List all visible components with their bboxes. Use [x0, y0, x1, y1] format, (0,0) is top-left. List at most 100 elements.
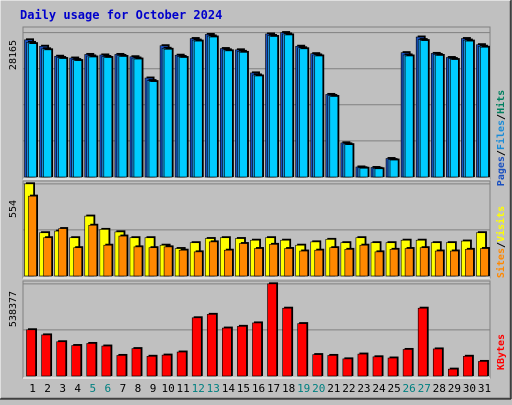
- legend-hits: Hits: [495, 90, 507, 114]
- bar-hits-face: [284, 34, 293, 178]
- bar-kbytes-face: [282, 307, 292, 377]
- bar-kbytes-face: [342, 358, 353, 377]
- bar-sites-face: [118, 235, 128, 277]
- bar-sites: [389, 247, 400, 277]
- bar-kbytes: [282, 306, 294, 377]
- bar-kbytes: [146, 354, 158, 377]
- bar-sites: [43, 236, 54, 277]
- bar-sites-face: [404, 248, 414, 277]
- bar-sites-face: [374, 251, 384, 277]
- bar-sites: [344, 247, 355, 277]
- bar-hits: [480, 45, 490, 178]
- bar-kbytes-face: [222, 327, 232, 377]
- x-tick-label: 28: [433, 382, 446, 395]
- bar-sites: [239, 242, 249, 277]
- bar-kbytes-face: [402, 349, 413, 377]
- bar-sites-face: [28, 195, 37, 277]
- bar-kbytes: [267, 282, 279, 377]
- bar-kbytes-face: [463, 356, 473, 377]
- bar-hits-face: [148, 81, 158, 178]
- bar-hits: [58, 57, 69, 178]
- bar-sites-face: [480, 248, 489, 277]
- bar-kbytes-face: [191, 317, 202, 377]
- bar-sites-face: [58, 228, 67, 277]
- bar-sites-face: [269, 244, 278, 277]
- legend-sites: Sites: [495, 248, 507, 278]
- x-tick-label: 4: [74, 382, 81, 395]
- bar-hits: [450, 58, 460, 178]
- bar-kbytes-face: [56, 341, 66, 377]
- bar-sites-face: [103, 244, 113, 277]
- bar-hits: [193, 39, 204, 178]
- bar-hits: [43, 48, 54, 178]
- panel-kbytes: 538377 KBytes: [8, 280, 507, 379]
- x-tick-label: 12: [192, 382, 205, 395]
- x-tick-label: 26: [403, 382, 416, 395]
- bar-hits: [148, 80, 159, 178]
- bar-hits: [419, 39, 430, 178]
- bar-hits-face: [133, 58, 143, 178]
- legend-hits: Pages/Files/Hits: [495, 90, 507, 186]
- bar-kbytes-face: [131, 348, 142, 377]
- bar-kbytes-face: [478, 361, 488, 377]
- bar-hits-face: [239, 52, 248, 178]
- bar-hits-face: [178, 57, 188, 178]
- bar-hits: [163, 47, 174, 178]
- bar-sites-face: [434, 250, 444, 277]
- bar-kbytes: [116, 353, 128, 377]
- bar-kbytes: [342, 357, 354, 377]
- bar-sites: [224, 248, 234, 277]
- bar-sites: [103, 243, 114, 277]
- bar-sites: [450, 249, 460, 277]
- bar-hits-face: [103, 57, 113, 178]
- bar-hits-face: [359, 167, 369, 178]
- bar-kbytes: [176, 350, 188, 377]
- bar-kbytes-face: [432, 348, 443, 377]
- bar-sites: [465, 247, 475, 277]
- bar-hits: [224, 49, 234, 178]
- bar-sites: [434, 249, 445, 277]
- x-tick-label: 17: [267, 382, 280, 395]
- legend-visits: Sites/Visits: [495, 206, 507, 278]
- bar-sites: [208, 240, 219, 277]
- x-tick-label: 20: [312, 382, 325, 395]
- bar-kbytes-face: [252, 322, 262, 377]
- bar-sites: [163, 245, 174, 277]
- bar-hits-face: [224, 50, 233, 178]
- x-tick-label: 16: [252, 382, 265, 395]
- bar-hits: [344, 143, 355, 178]
- bar-hits-face: [465, 40, 474, 178]
- x-tick-label: 23: [357, 382, 370, 395]
- bar-sites: [284, 247, 295, 277]
- bar-sites-face: [389, 249, 399, 277]
- bar-kbytes: [206, 312, 218, 377]
- bar-kbytes: [448, 367, 459, 377]
- bar-hits-face: [73, 60, 82, 178]
- bar-hits-face: [163, 49, 173, 178]
- bar-hits: [374, 167, 385, 178]
- bar-kbytes-face: [267, 283, 277, 377]
- y-max-label: 554: [8, 200, 19, 218]
- bar-kbytes-face: [206, 314, 217, 377]
- bar-sites: [28, 194, 38, 277]
- bar-kbytes: [463, 354, 474, 377]
- bar-hits-face: [374, 168, 384, 178]
- bar-kbytes-face: [237, 326, 247, 377]
- x-axis-day-labels: 1 2 3 4 5 6 7 8 9 10 11 12 13 14 15 16 17 18 19 20 21 22 23 24 2…: [29, 382, 491, 395]
- bar-kbytes: [387, 356, 399, 377]
- bar-kbytes-face: [41, 334, 51, 377]
- bar-hits-face: [329, 96, 339, 178]
- bar-kbytes: [432, 347, 444, 377]
- x-tick-label: 3: [59, 382, 66, 395]
- bar-kbytes: [131, 347, 143, 377]
- x-tick-label: 24: [372, 382, 386, 395]
- bar-kbytes: [312, 353, 324, 377]
- bar-hits: [118, 55, 129, 178]
- bar-hits-face: [344, 144, 354, 178]
- bar-hits: [133, 57, 144, 178]
- legend-kbytes: KBytes: [496, 334, 507, 370]
- bar-kbytes-face: [372, 356, 383, 377]
- y-max-label: 28165: [8, 40, 19, 70]
- x-tick-label: 30: [463, 382, 476, 395]
